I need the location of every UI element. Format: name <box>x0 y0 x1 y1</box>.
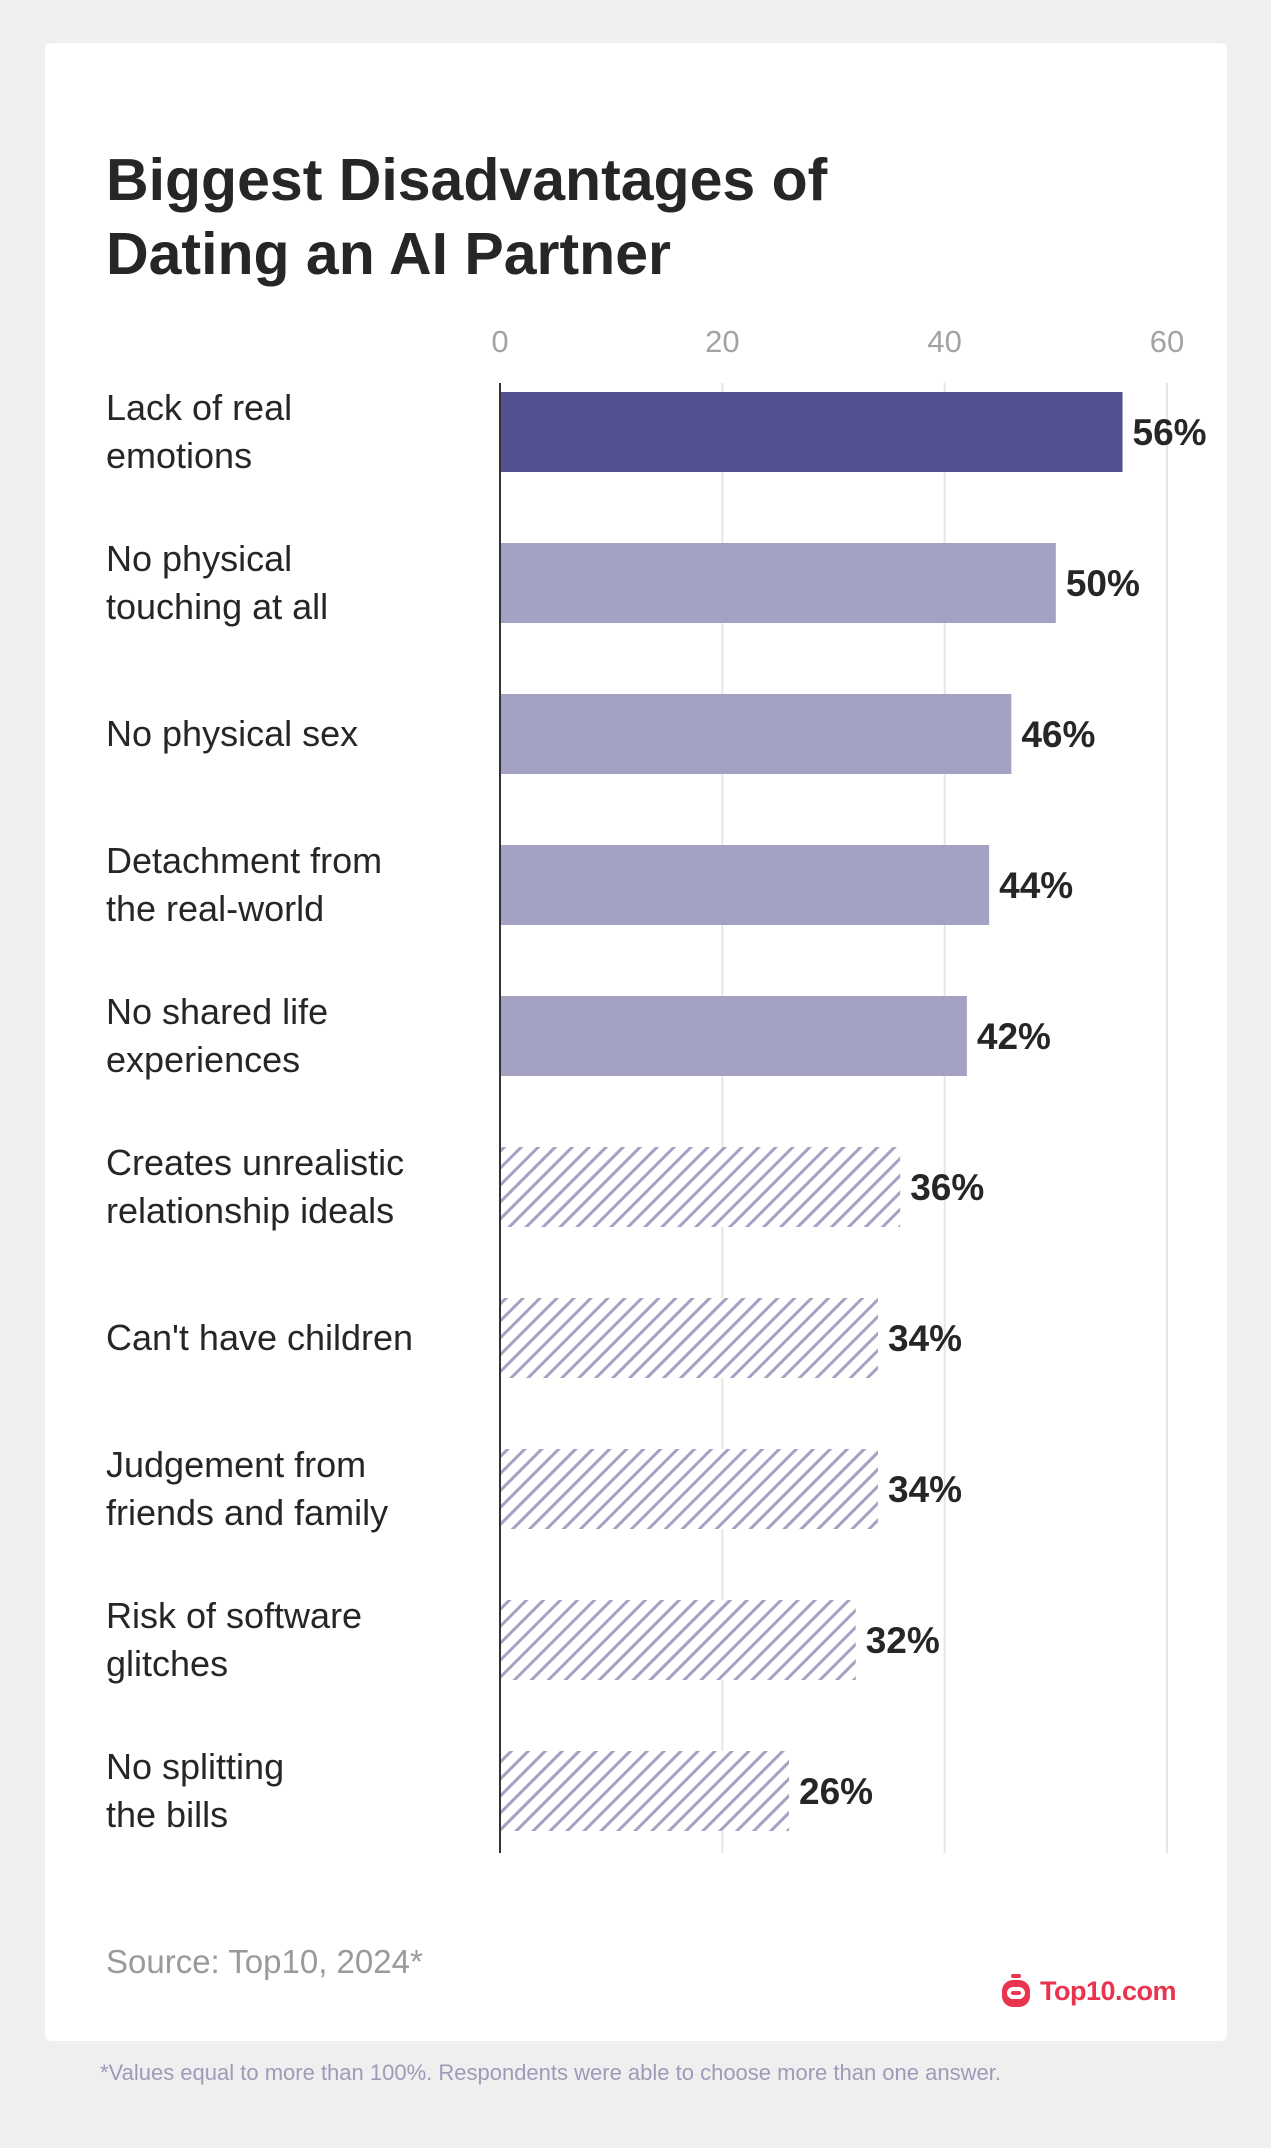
value-label: 44% <box>999 865 1073 906</box>
bar[interactable] <box>500 694 1012 774</box>
category-label-line: Judgement from <box>106 1444 366 1485</box>
category-label-line: Can't have children <box>106 1317 413 1358</box>
category-label: Detachment from the real-world <box>106 840 382 929</box>
category-label: Judgement from friends and family <box>106 1444 388 1533</box>
value-label: 36% <box>910 1167 984 1208</box>
bar[interactable] <box>500 996 967 1076</box>
value-label: 50% <box>1066 563 1140 604</box>
value-label: 26% <box>799 1771 873 1812</box>
value-label: 42% <box>977 1016 1051 1057</box>
category-label-line: glitches <box>106 1643 228 1684</box>
bar[interactable] <box>500 1298 878 1378</box>
category-label: Risk of software glitches <box>106 1595 362 1684</box>
category-label: No shared life experiences <box>106 991 328 1080</box>
category-label: No physical touching at all <box>106 538 328 627</box>
category-label-line: No physical sex <box>106 713 358 754</box>
logo-text: Top10.com <box>1040 1975 1177 2006</box>
category-label: No physical sex <box>106 713 358 754</box>
bar[interactable] <box>500 1449 878 1529</box>
value-label: 34% <box>888 1469 962 1510</box>
bar[interactable] <box>500 1147 901 1227</box>
category-label-line: Creates unrealistic <box>106 1142 404 1183</box>
category-label-line: experiences <box>106 1039 300 1080</box>
x-tick-label: 20 <box>705 324 739 359</box>
robot-logo-icon <box>1002 1974 1030 2007</box>
brand-logo[interactable]: Top10.com <box>1000 1973 1177 2009</box>
category-label-line: relationship ideals <box>106 1190 394 1231</box>
category-label-line: No splitting <box>106 1746 284 1787</box>
category-label-line: No shared life <box>106 991 328 1032</box>
bar[interactable] <box>500 1751 790 1831</box>
footnote: *Values equal to more than 100%. Respond… <box>100 2060 1001 2085</box>
bar[interactable] <box>500 845 990 925</box>
category-label-line: Detachment from <box>106 840 382 881</box>
chart-title: Biggest Disadvantages of Dating an AI Pa… <box>106 147 828 287</box>
category-label-line: No physical <box>106 538 292 579</box>
bar[interactable] <box>500 392 1123 472</box>
category-label-line: the real-world <box>106 888 324 929</box>
category-label: No splitting the bills <box>106 1746 284 1835</box>
bar-chart: 0 20 40 60 56% Lack of real emotions 50% No phys… <box>106 324 1207 1853</box>
x-tick-label: 60 <box>1150 324 1184 359</box>
source-note: Source: Top10, 2024* <box>106 1943 423 1980</box>
category-label-line: Risk of software <box>106 1595 362 1636</box>
value-label: 32% <box>866 1620 940 1661</box>
category-label: Can't have children <box>106 1317 413 1358</box>
x-tick-label: 0 <box>491 324 508 359</box>
category-label-line: the bills <box>106 1794 228 1835</box>
bar[interactable] <box>500 543 1056 623</box>
bar[interactable] <box>500 1600 856 1680</box>
value-label: 34% <box>888 1318 962 1359</box>
chart-card: Biggest Disadvantages of Dating an AI Pa… <box>45 43 1227 2041</box>
category-label-line: Lack of real <box>106 387 292 428</box>
x-tick-label: 40 <box>927 324 961 359</box>
category-label-line: touching at all <box>106 586 328 627</box>
category-label: Lack of real emotions <box>106 387 292 476</box>
value-label: 46% <box>1021 714 1095 755</box>
category-label-line: emotions <box>106 435 252 476</box>
value-label: 56% <box>1133 412 1207 453</box>
category-label-line: friends and family <box>106 1492 388 1533</box>
category-label: Creates unrealistic relationship ideals <box>106 1142 404 1231</box>
